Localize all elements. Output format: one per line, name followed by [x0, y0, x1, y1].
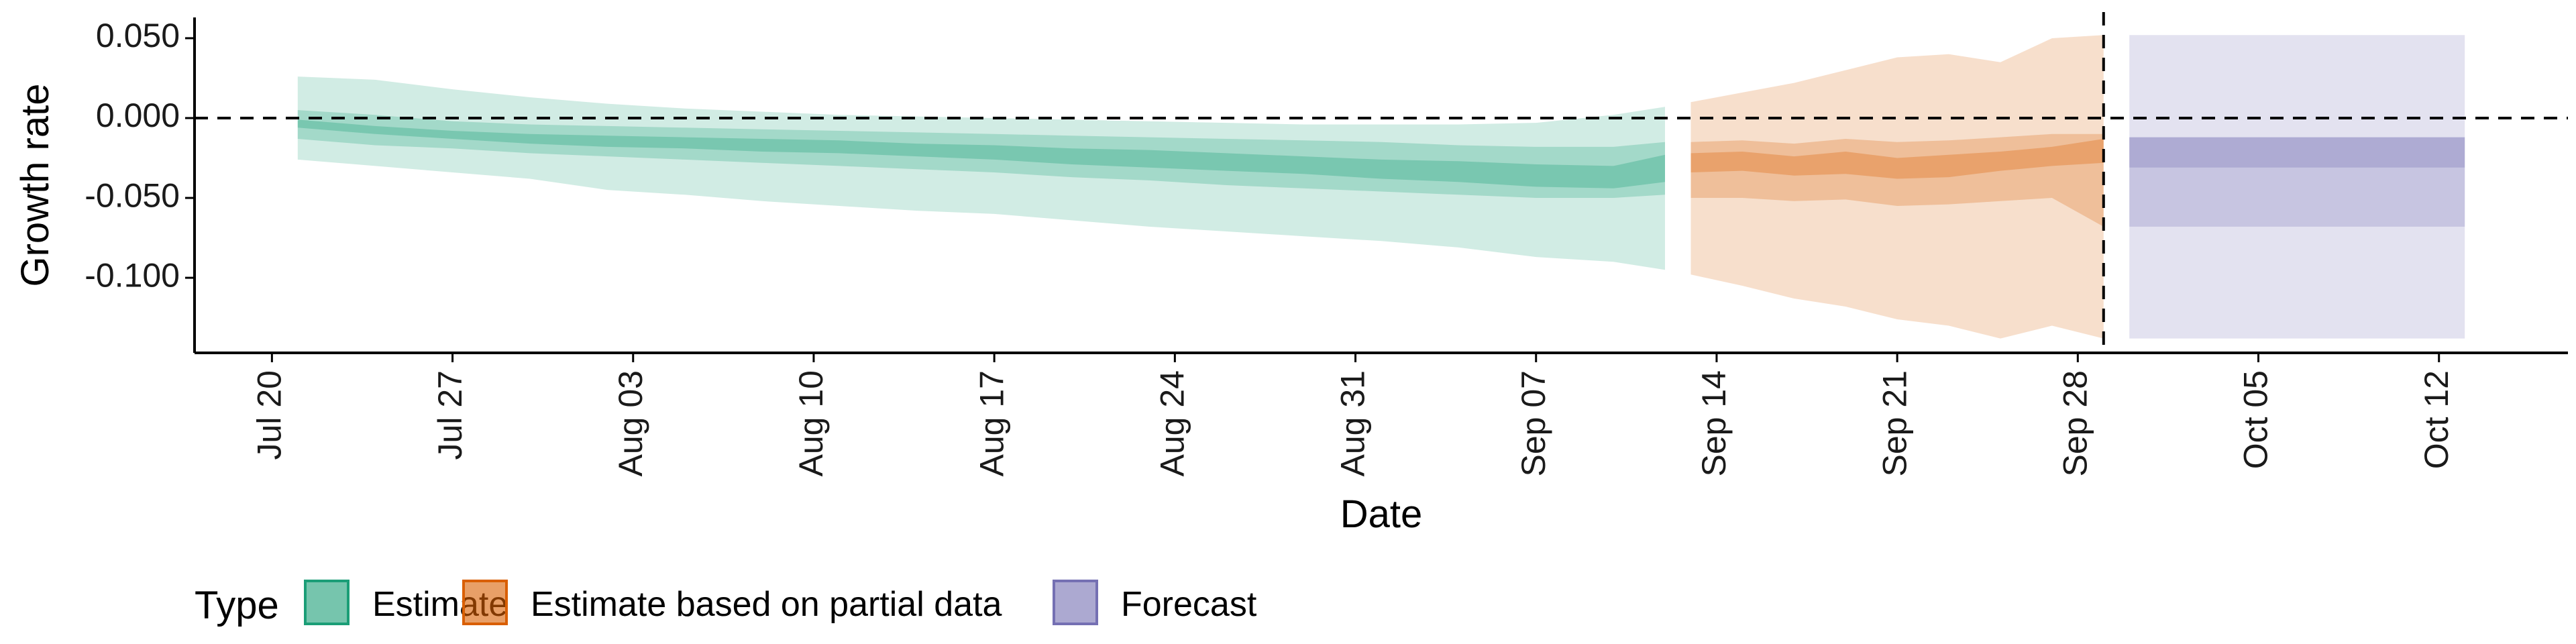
legend-entry-label: Forecast: [1121, 585, 1257, 624]
y-tick-label: 0.000: [96, 97, 180, 134]
y-tick-label: -0.100: [85, 256, 180, 294]
x-tick-label: Sep 21: [1876, 370, 1913, 476]
x-tick-label: Sep 28: [2057, 370, 2094, 476]
x-axis-title: Date: [1340, 492, 1423, 536]
forecast-band-20: [2129, 137, 2465, 168]
bands-layer: [297, 35, 2465, 339]
y-axis-title: Growth rate: [13, 84, 57, 287]
ticks: Jul 20 Jul 27 Aug 03 Aug 10 Aug 17 Aug 24 Aug …: [85, 17, 2455, 476]
legend-title: Type: [195, 584, 279, 627]
estimate-based-on-partial-data-band-50: [1690, 133, 2104, 227]
x-tick-label: Aug 31: [1334, 370, 1372, 476]
legend-entry-label: Estimate based on partial data: [531, 585, 1002, 624]
forecast-legend-swatch: [1053, 580, 1098, 625]
x-tick-label: Oct 12: [2418, 370, 2455, 469]
estimate-legend-swatch: [304, 580, 350, 625]
x-tick-label: Sep 14: [1695, 370, 1733, 476]
estimate-based-on-partial-data-band-90: [1690, 35, 2104, 339]
estimate-band-90: [297, 76, 1665, 270]
axes: [193, 17, 2568, 354]
estimate-band-50: [297, 110, 1665, 198]
estimate-band-20: [297, 119, 1665, 189]
x-tick-label: Aug 17: [973, 370, 1010, 476]
x-tick-label: Sep 07: [1515, 370, 1552, 476]
x-tick-label: Jul 27: [431, 370, 469, 460]
x-tick-label: Jul 20: [251, 370, 288, 460]
x-tick-label: Oct 05: [2237, 370, 2275, 469]
x-tick-label: Aug 03: [612, 370, 649, 476]
estimate-based-on-partial-data-band-20: [1690, 139, 2104, 179]
x-tick-label: Aug 10: [792, 370, 830, 476]
y-tick-label: -0.050: [85, 176, 180, 214]
y-tick-label: 0.050: [96, 17, 180, 54]
x-tick-label: Aug 24: [1154, 370, 1191, 476]
estimate-based-on-partial-data-legend-swatch: [462, 580, 508, 625]
reference-lines: [195, 12, 2568, 353]
forecast-band-50: [2129, 137, 2465, 227]
legend: Type Estimate Estimate based on partial d…: [195, 580, 1257, 627]
forecast-band-90: [2129, 35, 2465, 339]
